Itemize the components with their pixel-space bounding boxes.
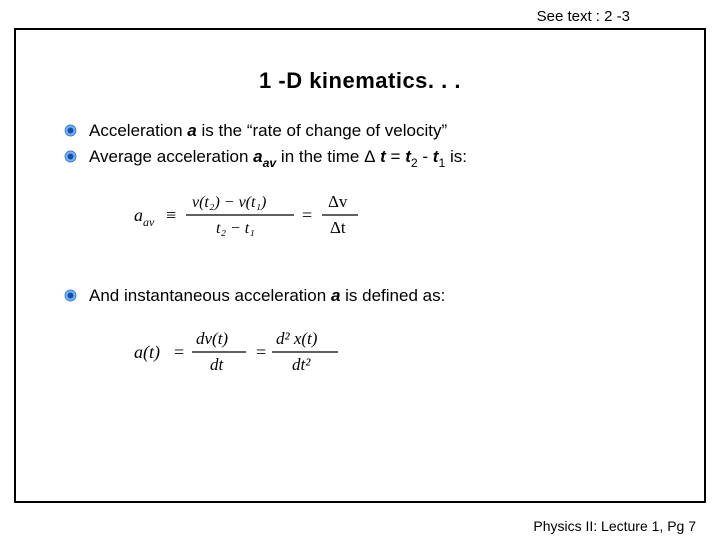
bullet-item: Average acceleration aav in the time Δ t… xyxy=(64,146,674,171)
bullet-icon xyxy=(64,150,77,163)
f1-lhs: aav xyxy=(134,205,155,229)
footer-pagination: Physics II: Lecture 1, Pg 7 xyxy=(533,518,696,534)
f1-num2: Δv xyxy=(328,192,348,211)
header-reference: See text : 2 -3 xyxy=(537,8,630,25)
bullet-text: Average acceleration aav in the time Δ t… xyxy=(89,146,467,171)
f2-num2: d² x(t) xyxy=(276,329,318,348)
f2-lhs: a(t) xyxy=(134,342,160,363)
f1-den2: Δt xyxy=(330,218,346,237)
f1-den1: t₂ − t₁ xyxy=(216,220,255,237)
bullet-text: Acceleration a is the “rate of change of… xyxy=(89,120,447,143)
slide-content: Acceleration a is the “rate of change of… xyxy=(16,120,704,382)
f2-den2: dt² xyxy=(292,355,311,374)
formula-average-accel: aav ≡ v(t₂) − v(t₁) t₂ − t₁ = Δv Δt xyxy=(134,189,674,243)
bullet-item: Acceleration a is the “rate of change of… xyxy=(64,120,674,143)
slide-title: 1 -D kinematics. . . xyxy=(16,68,704,94)
f1-rel: ≡ xyxy=(166,205,176,225)
slide-frame: 1 -D kinematics. . . Acceleration a is t… xyxy=(14,28,706,503)
bullet-icon xyxy=(64,124,77,137)
f2-eq: = xyxy=(256,342,266,362)
bullet-item: And instantaneous acceleration a is defi… xyxy=(64,285,674,308)
f2-rel: = xyxy=(174,342,184,362)
f2-den1: dt xyxy=(210,355,225,374)
f2-num1: dv(t) xyxy=(196,329,228,348)
f1-num1: v(t₂) − v(t₁) xyxy=(192,194,266,211)
formula-instantaneous-accel: a(t) = dv(t) dt = d² x(t) dt² xyxy=(134,326,674,382)
bullet-icon xyxy=(64,289,77,302)
bullet-text: And instantaneous acceleration a is defi… xyxy=(89,285,445,308)
f1-eq: = xyxy=(302,205,312,225)
